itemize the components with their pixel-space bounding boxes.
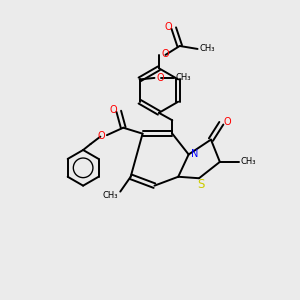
Text: O: O xyxy=(224,117,231,127)
Text: S: S xyxy=(197,178,204,191)
Text: CH₃: CH₃ xyxy=(240,158,256,166)
Text: CH₃: CH₃ xyxy=(102,191,118,200)
Text: O: O xyxy=(109,105,117,115)
Text: N: N xyxy=(191,149,199,160)
Text: CH₃: CH₃ xyxy=(176,74,191,82)
Text: CH₃: CH₃ xyxy=(200,44,215,53)
Text: O: O xyxy=(97,131,105,141)
Text: O: O xyxy=(161,49,169,59)
Text: O: O xyxy=(165,22,172,32)
Text: O: O xyxy=(157,73,164,83)
